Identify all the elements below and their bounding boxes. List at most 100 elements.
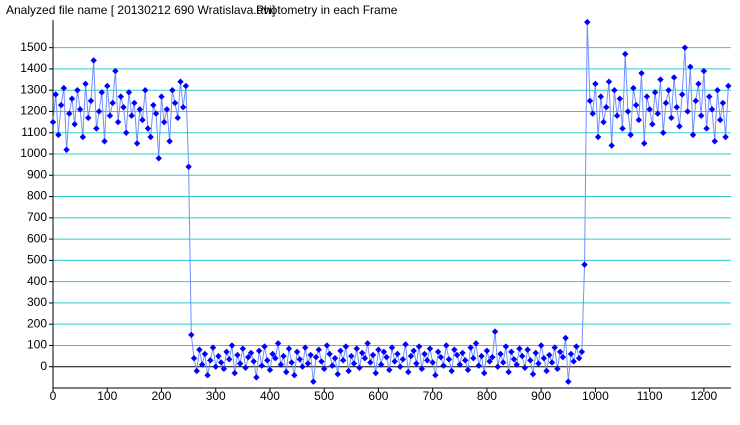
data-point	[158, 93, 165, 100]
data-point	[269, 350, 276, 358]
chart-title: Analyzed file name [ 20130212 690 Wratis…	[6, 3, 275, 17]
data-point	[190, 355, 198, 362]
data-point	[369, 351, 377, 359]
data-point	[345, 367, 352, 375]
data-point	[586, 97, 594, 105]
data-point	[535, 360, 542, 367]
data-point	[361, 355, 369, 362]
data-point	[171, 99, 179, 107]
data-point	[532, 349, 539, 357]
data-point	[418, 365, 426, 373]
data-point	[207, 357, 214, 364]
data-point	[464, 366, 472, 374]
data-point	[106, 112, 114, 119]
data-point	[342, 343, 350, 350]
data-point	[700, 67, 708, 75]
data-point	[299, 363, 306, 370]
data-point	[307, 351, 314, 359]
data-point	[676, 123, 683, 130]
data-point	[364, 340, 371, 347]
data-point	[87, 97, 95, 105]
data-point	[559, 353, 567, 361]
data-point	[147, 133, 154, 141]
data-point	[220, 365, 228, 373]
data-point	[678, 91, 686, 98]
data-point	[516, 345, 523, 352]
data-point	[188, 331, 195, 339]
data-point	[608, 142, 615, 149]
x-tick-label: 400	[260, 389, 280, 403]
data-point	[302, 344, 309, 351]
data-point	[52, 91, 59, 98]
data-point	[131, 99, 138, 107]
data-point	[68, 95, 76, 102]
data-point	[185, 163, 192, 170]
data-point	[518, 352, 526, 360]
data-point	[472, 340, 480, 347]
data-point	[85, 114, 92, 122]
y-tick-label: 1100	[21, 125, 47, 139]
data-point	[60, 84, 68, 92]
data-point	[90, 57, 97, 64]
data-point	[505, 368, 512, 376]
data-point	[565, 378, 572, 385]
data-point	[689, 131, 697, 139]
data-point	[391, 358, 398, 365]
data-point	[703, 125, 710, 132]
data-point	[136, 106, 143, 113]
data-point	[250, 358, 257, 365]
data-point	[114, 118, 122, 126]
data-point	[133, 140, 141, 147]
data-point	[163, 106, 171, 113]
data-point	[589, 110, 596, 117]
data-point	[622, 50, 629, 58]
data-point	[600, 118, 607, 126]
data-point	[665, 86, 672, 94]
data-point	[291, 372, 298, 379]
data-point	[681, 44, 689, 51]
data-point	[708, 106, 716, 113]
x-tick-label: 0	[50, 389, 57, 403]
y-tick-label: 500	[27, 253, 47, 267]
data-point	[212, 363, 219, 370]
data-point	[169, 86, 176, 94]
data-point	[719, 99, 727, 107]
data-point	[662, 99, 670, 107]
data-point	[443, 342, 450, 349]
data-point	[226, 356, 233, 363]
data-point	[356, 364, 363, 371]
data-point	[668, 114, 675, 122]
data-point	[494, 363, 501, 370]
data-point	[725, 82, 732, 90]
x-tick-label: 700	[423, 389, 443, 403]
data-point	[643, 93, 651, 100]
data-point	[120, 104, 127, 111]
data-point	[660, 129, 667, 136]
y-tick-label: 700	[27, 210, 47, 224]
data-point	[79, 133, 87, 141]
data-point	[228, 342, 236, 349]
y-tick-label: 800	[27, 189, 47, 203]
data-point	[174, 114, 181, 122]
y-tick-label: 400	[27, 274, 47, 288]
x-tick-label: 800	[477, 389, 497, 403]
data-point	[537, 342, 545, 349]
data-point	[619, 125, 626, 132]
data-point	[543, 367, 550, 375]
x-tick-label: 1100	[637, 389, 663, 403]
data-point	[424, 357, 431, 364]
data-point	[459, 349, 466, 357]
data-point	[377, 361, 385, 368]
data-point	[310, 378, 317, 385]
y-tick-label: 1200	[20, 104, 47, 118]
data-point	[234, 351, 241, 359]
x-tick-label: 1000	[582, 389, 609, 403]
data-point	[451, 346, 458, 353]
data-point	[546, 351, 553, 359]
data-point	[182, 82, 190, 90]
data-point	[722, 133, 729, 141]
data-point	[491, 328, 499, 335]
data-point	[261, 343, 268, 350]
data-point	[611, 86, 618, 94]
data-point	[117, 93, 124, 100]
